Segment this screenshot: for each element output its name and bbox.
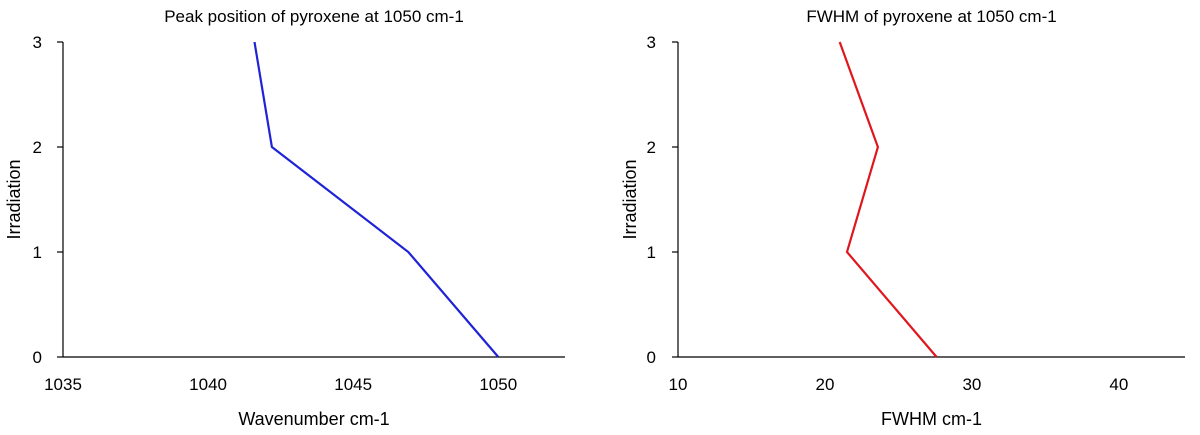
- y-tick-label: 1: [647, 243, 656, 262]
- y-tick-label: 2: [33, 138, 42, 157]
- y-tick-label: 3: [647, 33, 656, 52]
- x-tick-label: 1040: [189, 375, 227, 394]
- x-tick-label: 1045: [334, 375, 372, 394]
- x-tick-label: 40: [1109, 375, 1128, 394]
- y-tick-label: 1: [33, 243, 42, 262]
- y-tick-label: 0: [647, 348, 656, 367]
- x-tick-label: 1050: [479, 375, 517, 394]
- y-axis-label: Irradiation: [620, 159, 640, 239]
- x-tick-label: 10: [669, 375, 688, 394]
- chart-title: FWHM of pyroxene at 1050 cm-1: [806, 7, 1056, 26]
- series-line: [840, 42, 937, 357]
- x-tick-label: 30: [962, 375, 981, 394]
- series-line: [255, 42, 499, 357]
- y-axis-label: Irradiation: [4, 159, 24, 239]
- chart-panel-2: FWHM of pyroxene at 1050 cm-1 0 1 2 3 10 20 30 4…: [620, 7, 1185, 429]
- chart-title: Peak position of pyroxene at 1050 cm-1: [164, 7, 464, 26]
- chart-panel-1: Peak position of pyroxene at 1050 cm-101…: [4, 7, 565, 429]
- x-axis-label: Wavenumber cm-1: [238, 409, 389, 429]
- y-tick-label: 0: [33, 348, 42, 367]
- x-tick-label: 1035: [44, 375, 82, 394]
- y-tick-label: 3: [33, 33, 42, 52]
- x-axis-label: FWHM cm-1: [881, 409, 982, 429]
- y-tick-label: 2: [647, 138, 656, 157]
- x-tick-label: 20: [815, 375, 834, 394]
